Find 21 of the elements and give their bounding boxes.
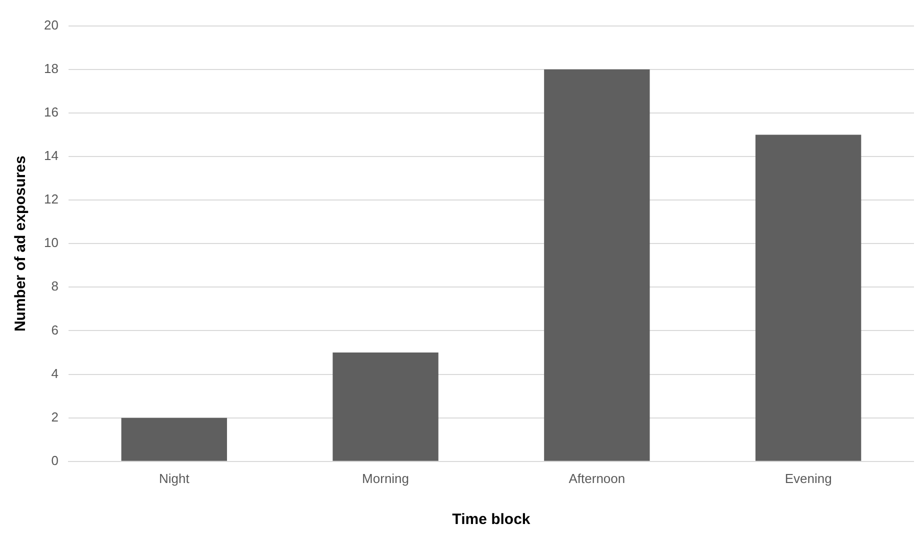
y-tick-label: 10: [44, 235, 58, 250]
y-tick-label: 8: [51, 278, 58, 294]
bar: [332, 352, 438, 461]
x-tick-label: Night: [158, 470, 190, 486]
y-tick-label: 6: [51, 322, 58, 338]
y-tick-label: 20: [44, 17, 58, 32]
y-tick-label: 18: [44, 60, 58, 76]
x-tick-label: Evening: [784, 470, 832, 486]
y-tick-label: 0: [51, 452, 58, 468]
bar: [755, 134, 862, 461]
y-axis-title: Number of ad exposures: [12, 156, 30, 332]
x-axis-title: Time block: [452, 511, 531, 528]
x-tick-label: Afternoon: [568, 470, 626, 486]
y-tick-label: 12: [44, 192, 58, 207]
bar: [121, 418, 227, 461]
x-tick-label: Morning: [362, 470, 410, 486]
y-tick-label: 2: [51, 409, 58, 424]
y-tick-label: 16: [44, 104, 58, 120]
y-tick-label: 4: [51, 366, 58, 381]
y-tick-label: 14: [44, 148, 58, 164]
bar: [544, 69, 650, 461]
